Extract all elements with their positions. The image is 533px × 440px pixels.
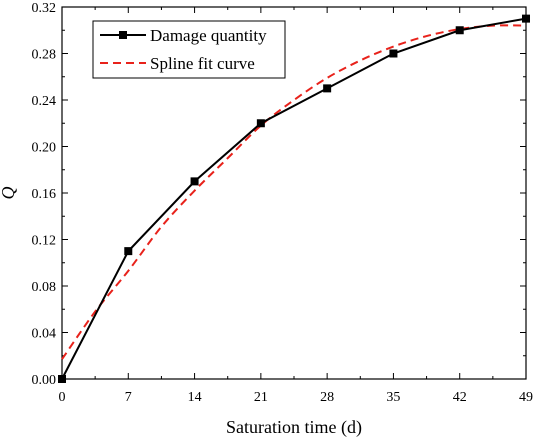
y-tick-label: 0.20 bbox=[32, 141, 57, 156]
x-tick-label: 7 bbox=[125, 390, 132, 405]
data-point-damage-quantity bbox=[522, 14, 530, 23]
y-tick-label: 0.28 bbox=[32, 48, 57, 63]
y-axis-title: Q bbox=[0, 187, 18, 200]
y-tick-label: 0.24 bbox=[32, 94, 57, 109]
data-point-damage-quantity bbox=[124, 247, 133, 256]
y-tick-label: 0.04 bbox=[32, 327, 57, 342]
data-point-damage-quantity bbox=[190, 177, 199, 186]
legend-label-damage-quantity: Damage quantity bbox=[150, 26, 267, 45]
axis-tick-labels: 0 7 14 21 28 35 42 49 0.00 0.04 0.08 0.12 0.16 0.20 0.… bbox=[32, 1, 533, 405]
x-tick-label: 42 bbox=[453, 390, 467, 405]
x-axis-title: Saturation time (d) bbox=[226, 417, 362, 438]
x-tick-label: 28 bbox=[320, 390, 334, 405]
data-point-damage-quantity bbox=[323, 84, 332, 93]
legend-label-spline-fit-curve: Spline fit curve bbox=[150, 54, 255, 73]
data-point-damage-quantity bbox=[389, 49, 398, 58]
y-tick-label: 0.32 bbox=[32, 1, 57, 16]
legend-box bbox=[92, 20, 286, 79]
x-tick-label: 49 bbox=[519, 390, 533, 405]
series-line-spline-fit-curve bbox=[61, 24, 527, 360]
x-tick-label: 21 bbox=[254, 390, 268, 405]
series-line-damage-quantity bbox=[61, 17, 527, 380]
x-tick-label: 14 bbox=[188, 390, 202, 405]
data-point-damage-quantity bbox=[455, 26, 464, 35]
y-tick-label: 0.00 bbox=[32, 373, 57, 388]
axis-ticks bbox=[61, 6, 527, 380]
legend: Damage quantity Spline fit curve bbox=[92, 20, 286, 79]
data-point-damage-quantity bbox=[256, 119, 265, 128]
y-tick-label: 0.12 bbox=[32, 234, 57, 249]
series-layer bbox=[58, 14, 530, 383]
x-tick-label: 0 bbox=[59, 390, 66, 405]
legend-marker-damage-quantity bbox=[119, 31, 127, 39]
y-tick-label: 0.08 bbox=[32, 280, 57, 295]
x-tick-label: 35 bbox=[386, 390, 400, 405]
y-tick-label: 0.16 bbox=[32, 187, 57, 202]
data-point-damage-quantity bbox=[58, 375, 66, 383]
